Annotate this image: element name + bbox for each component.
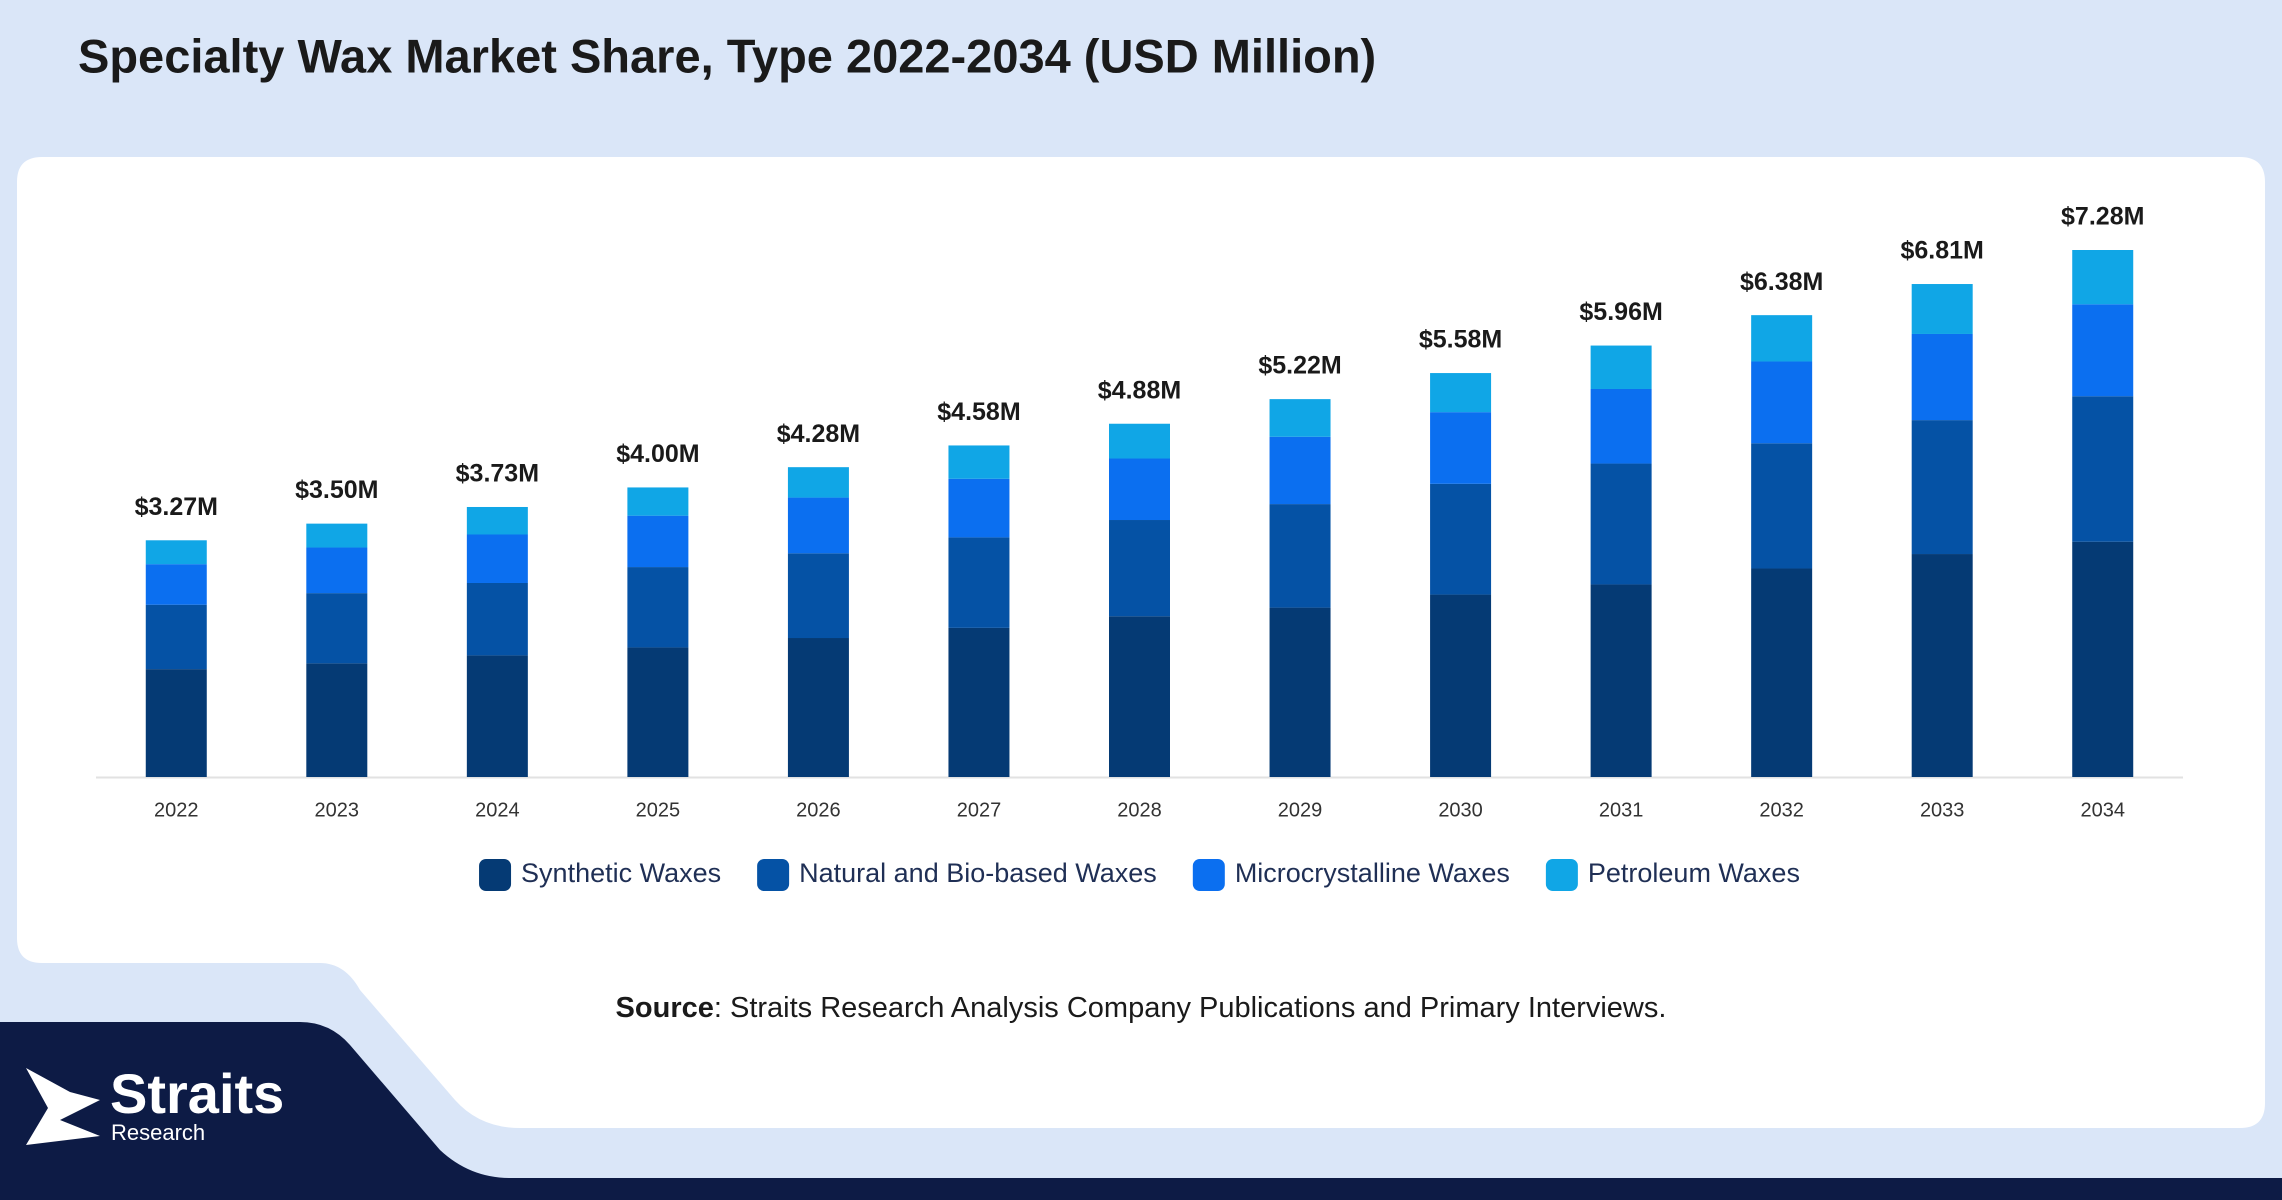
bar-segment [466, 506, 528, 535]
bar-segment [1269, 607, 1331, 777]
x-tick-label: 2032 [1759, 799, 1804, 821]
bar-segment [1109, 458, 1170, 521]
bar-segment [787, 497, 849, 554]
x-tick-label: 2022 [154, 799, 199, 821]
bar-segment [1269, 399, 1331, 437]
bar-segment [787, 467, 849, 498]
bar-segment [1109, 423, 1170, 459]
legend-label: Natural and Bio-based Waxes [799, 858, 1157, 888]
bar-segment [1911, 284, 1973, 334]
total-label: $5.58M [1419, 326, 1502, 354]
total-label: $5.22M [1258, 352, 1341, 380]
bar-segment [306, 547, 368, 594]
bar-segment [1751, 361, 1813, 444]
chart-title: Specialty Wax Market Share, Type 2022-20… [78, 29, 1376, 82]
bar-segment [948, 445, 1010, 479]
x-tick-label: 2030 [1438, 799, 1483, 821]
legend-label: Petroleum Waxes [1588, 858, 1800, 888]
bar-segment [2072, 396, 2134, 542]
bar-segment [948, 537, 1010, 628]
bar-segment [1109, 616, 1170, 777]
total-label: $3.50M [295, 476, 378, 504]
total-label: $6.38M [1740, 268, 1823, 296]
bar-segment [1269, 504, 1331, 608]
total-label: $6.81M [1900, 237, 1983, 265]
bar-segment [145, 669, 207, 777]
bar-segment [787, 553, 849, 639]
bar-segment [306, 523, 368, 548]
bar-segment [1590, 388, 1652, 464]
source-label: Source [616, 992, 714, 1024]
source-text: : Straits Research Analysis Company Publ… [714, 992, 1667, 1024]
bar-segment [145, 540, 207, 565]
x-tick-label: 2026 [796, 799, 841, 821]
bar-segment [145, 604, 207, 670]
bar-segment [306, 593, 368, 664]
x-tick-label: 2023 [315, 799, 360, 821]
bar-segment [948, 478, 1010, 538]
bar-segment [466, 534, 528, 583]
x-tick-label: 2033 [1920, 799, 1965, 821]
legend-swatch [479, 859, 512, 891]
bar-segment [1911, 420, 1973, 555]
bar-segment [1430, 412, 1492, 484]
x-tick-label: 2024 [475, 799, 520, 821]
total-label: $4.00M [616, 440, 699, 468]
total-label: $7.28M [2061, 203, 2144, 231]
legend-swatch [757, 859, 790, 891]
bar-segment [787, 638, 849, 777]
x-tick-label: 2031 [1599, 799, 1644, 821]
bar-segment [1430, 594, 1492, 777]
legend-label: Microcrystalline Waxes [1235, 858, 1510, 888]
bar-segment [627, 647, 689, 777]
bar-segment [627, 515, 689, 568]
bar-segment [1109, 520, 1170, 617]
bar-segment [1751, 315, 1813, 362]
total-label: $4.28M [777, 420, 860, 448]
legend-swatch [1545, 859, 1578, 891]
bar-segment [627, 487, 689, 516]
legend-label: Synthetic Waxes [521, 858, 721, 888]
bar-segment [145, 564, 207, 605]
bar-segment [2072, 304, 2134, 397]
bar-segment [1590, 584, 1652, 777]
logo-mark [26, 1068, 100, 1145]
total-label: $3.27M [135, 493, 218, 521]
total-label: $4.58M [937, 398, 1020, 426]
bar-segment [1911, 333, 1973, 421]
x-tick-label: 2034 [2080, 799, 2125, 821]
legend-swatch [1192, 859, 1225, 891]
bar-segment [1430, 373, 1492, 413]
bar-segment [1751, 568, 1813, 777]
bar-segment [466, 655, 528, 777]
bar-segment [2072, 541, 2134, 777]
x-tick-label: 2027 [957, 799, 1002, 821]
bar-segment [1590, 345, 1652, 389]
total-label: $5.96M [1579, 298, 1662, 326]
x-tick-label: 2025 [636, 799, 681, 821]
total-label: $3.73M [456, 460, 539, 488]
bar-segment [306, 663, 368, 777]
bar-segment [2072, 250, 2134, 305]
bar-segment [1430, 483, 1492, 595]
total-label: $4.88M [1098, 376, 1181, 404]
x-tick-label: 2029 [1278, 799, 1323, 821]
bar-segment [1751, 443, 1813, 569]
bar-segment [1590, 463, 1652, 585]
bar-segment [1911, 554, 1973, 777]
x-tick-label: 2028 [1117, 799, 1162, 821]
bar-segment [466, 582, 528, 656]
logo-tagline: Research [111, 1120, 205, 1145]
bar-segment [1269, 436, 1331, 505]
logo-name: Straits [110, 1062, 284, 1125]
source-note: Source: Straits Research Analysis Compan… [616, 992, 1667, 1024]
bar-segment [627, 567, 689, 648]
footer-band [0, 1022, 2282, 1200]
bar-segment [948, 627, 1010, 777]
